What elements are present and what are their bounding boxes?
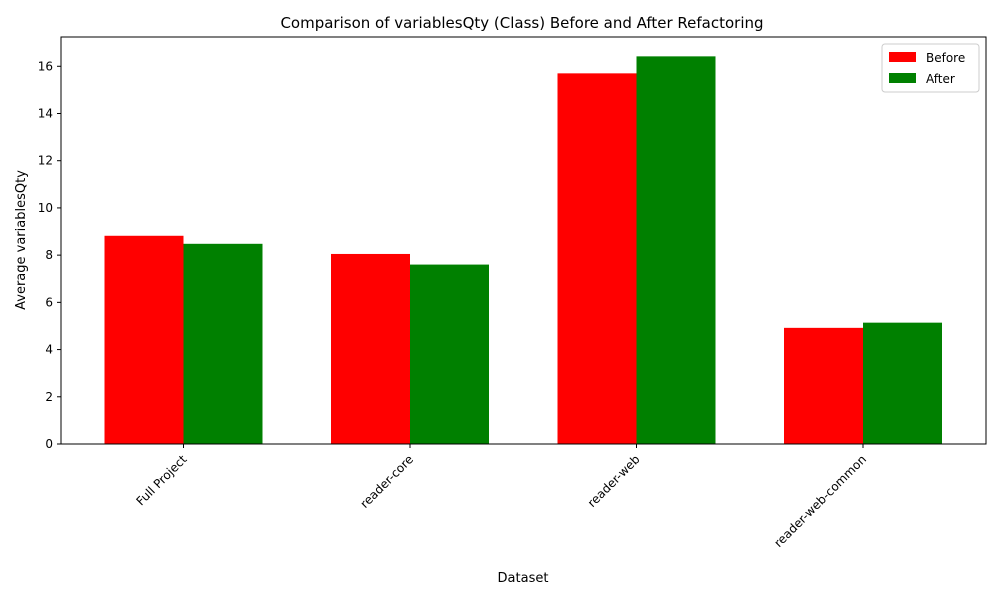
plot-frame xyxy=(60,36,987,445)
y-axis-label: Average variablesQty xyxy=(14,170,29,310)
y-tick-label: 10 xyxy=(38,201,53,215)
y-tick-label: 2 xyxy=(45,390,53,404)
y-tick-label: 12 xyxy=(38,154,53,168)
bar-after-full-project xyxy=(183,243,263,444)
legend-label-after: After xyxy=(926,72,955,86)
chart-title: Comparison of variablesQty (Class) Befor… xyxy=(280,14,763,32)
bar-after-reader-web xyxy=(636,56,716,445)
y-tick-label: 4 xyxy=(45,343,53,357)
bar-after-reader-core xyxy=(410,264,489,444)
legend-swatch-after xyxy=(889,73,916,83)
x-axis-label: Dataset xyxy=(498,571,549,586)
y-tick-label: 14 xyxy=(38,106,53,120)
bar-after-reader-web-common xyxy=(863,322,942,444)
legend-label-before: Before xyxy=(926,51,965,65)
bar-before-reader-web xyxy=(557,73,637,445)
y-tick-label: 6 xyxy=(45,295,53,309)
bars-layer xyxy=(104,56,942,445)
legend: Before After xyxy=(881,43,980,93)
y-tick-label: 0 xyxy=(45,437,53,451)
y-tick-label: 16 xyxy=(38,59,53,73)
bar-before-reader-core xyxy=(331,253,410,444)
legend-swatch-before xyxy=(889,52,916,62)
bar-before-full-project xyxy=(104,235,184,444)
bar-before-reader-web-common xyxy=(784,327,863,444)
y-tick-label: 8 xyxy=(45,248,53,262)
